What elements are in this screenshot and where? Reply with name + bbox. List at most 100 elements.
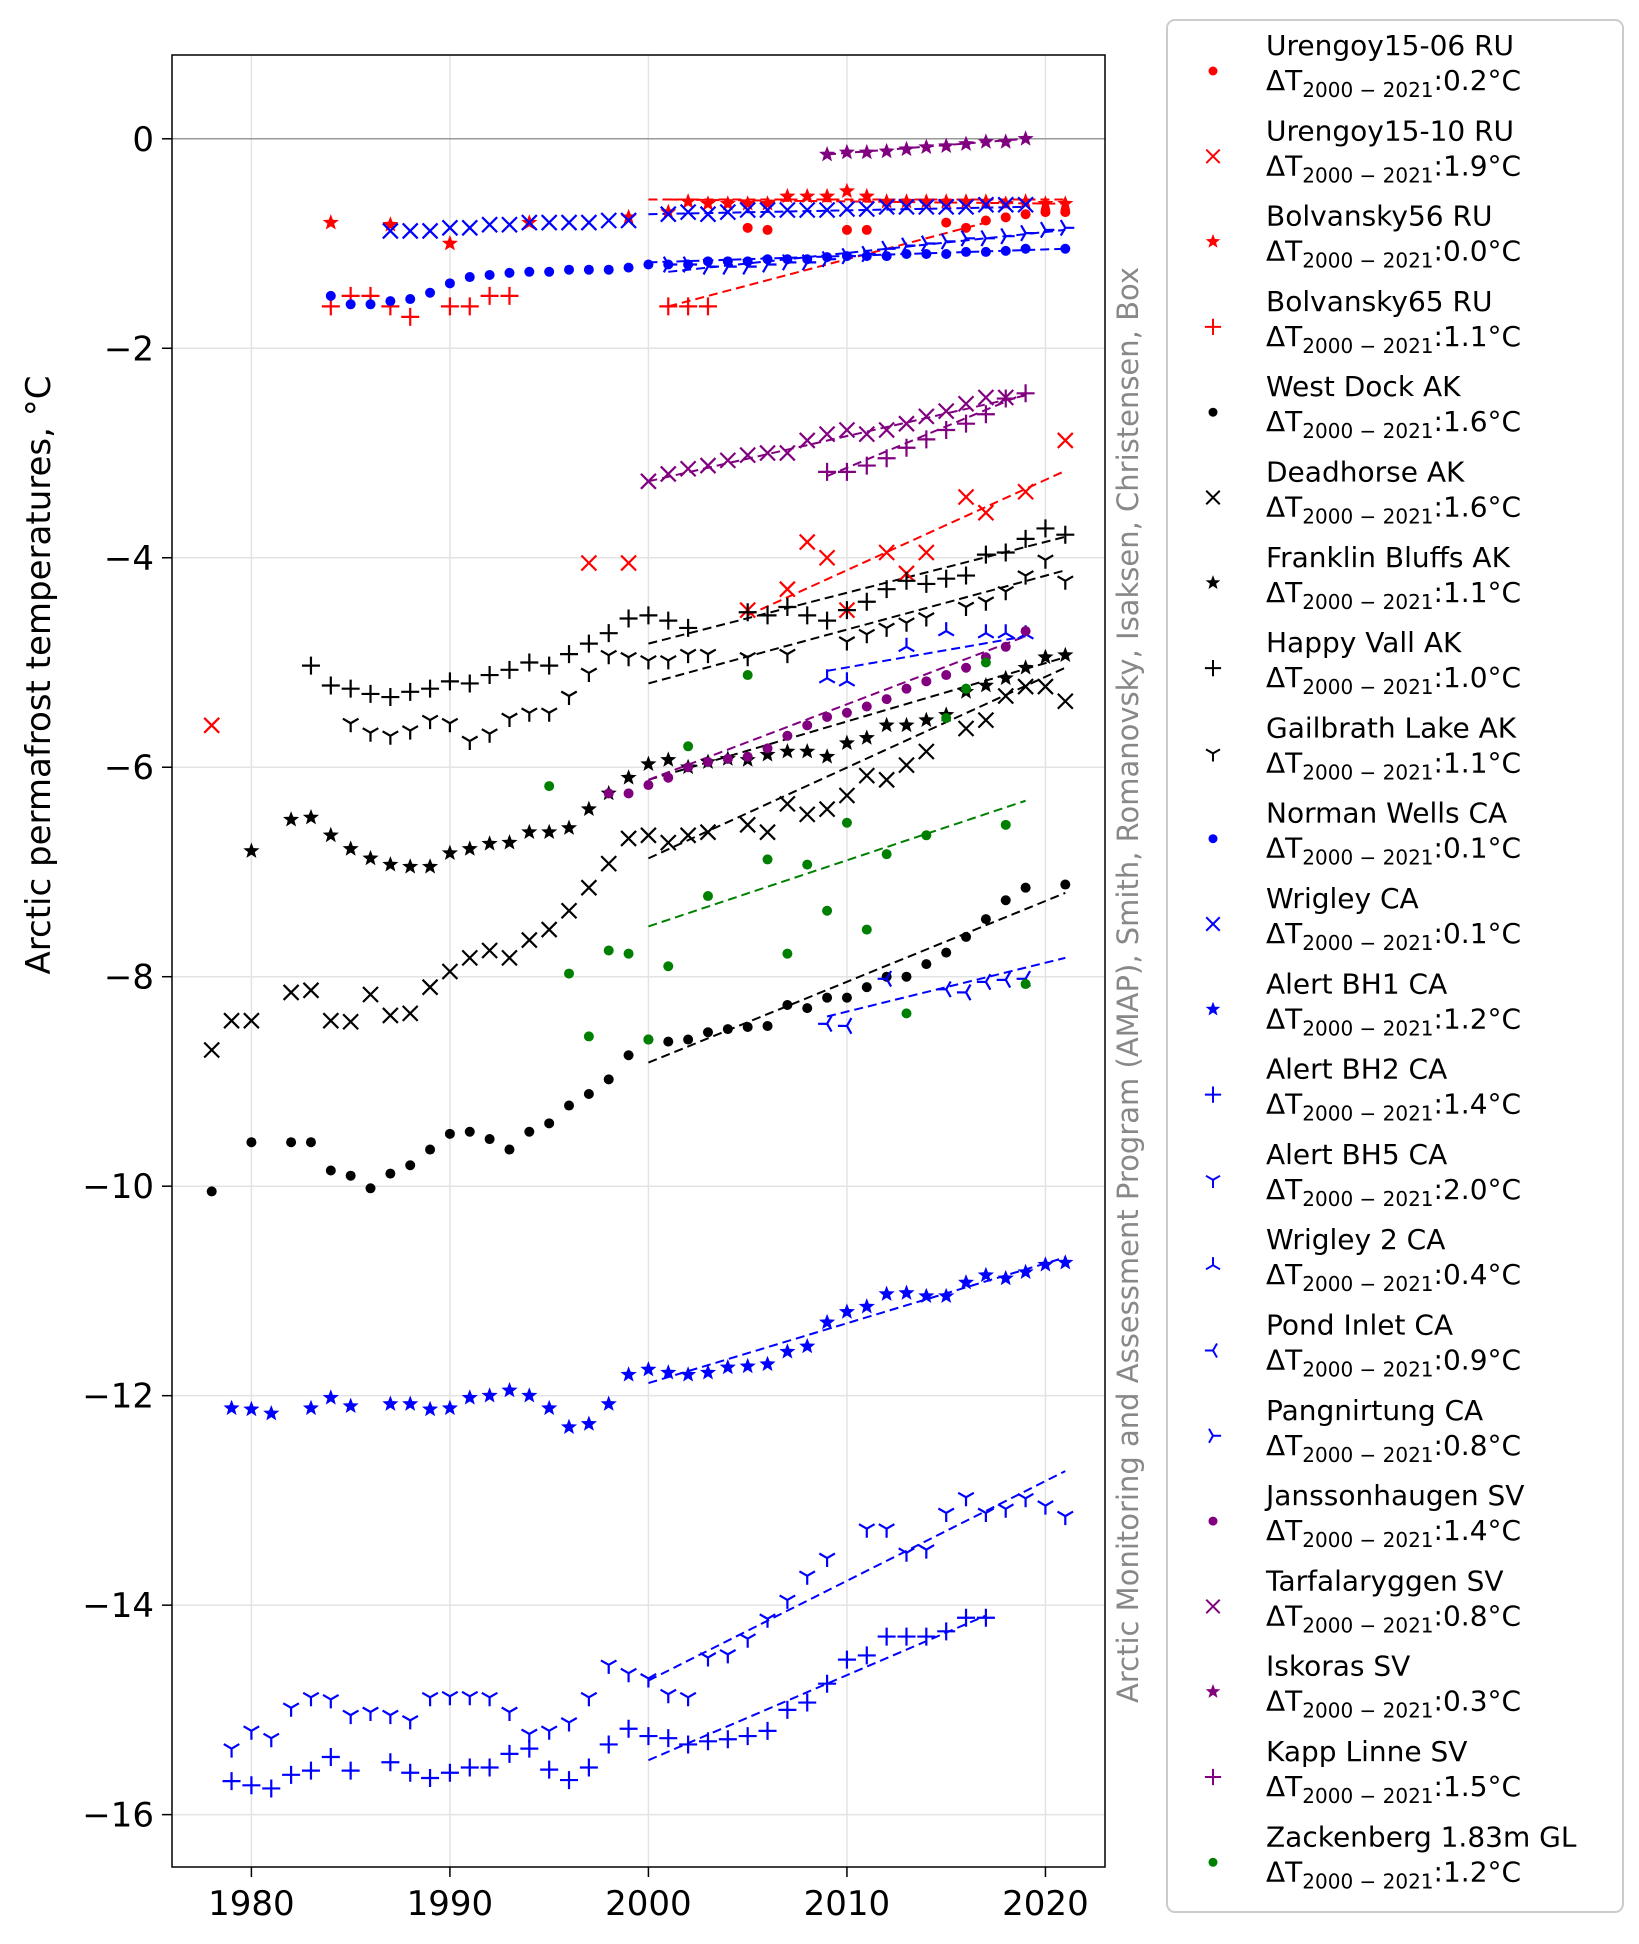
legend-delta: ΔT2000 − 2021:1.2°C [1266, 1855, 1521, 1893]
legend-series-name: Urengoy15-10 RU [1266, 114, 1514, 147]
data-point [980, 657, 991, 668]
data-point [560, 645, 579, 664]
data-point [977, 1507, 995, 1523]
y-tick-label: −2 [104, 329, 154, 369]
data-point [325, 1165, 336, 1176]
data-point [921, 249, 932, 260]
legend-marker [1205, 1598, 1221, 1614]
data-point [718, 1730, 737, 1749]
y-tick-label: −10 [82, 1167, 154, 1207]
data-point [838, 421, 856, 439]
data-point [758, 1721, 777, 1740]
data-point [719, 452, 737, 469]
legend-series-name: Wrigley CA [1266, 882, 1419, 915]
data-point [901, 971, 912, 982]
data-point [722, 1024, 733, 1035]
data-point [702, 1027, 713, 1038]
data-point [322, 1693, 340, 1709]
data-point [223, 1743, 240, 1758]
data-point [858, 628, 876, 644]
data-point [762, 854, 773, 865]
data-point [877, 580, 896, 599]
data-point [779, 187, 796, 204]
legend-series-name: Tarfalaryggen SV [1265, 1564, 1504, 1597]
data-point [623, 1050, 634, 1061]
data-point [1037, 678, 1054, 695]
data-point [719, 195, 736, 211]
data-point [679, 460, 697, 478]
data-point [464, 272, 475, 283]
data-point [421, 1768, 440, 1787]
data-point [921, 830, 932, 841]
data-point [401, 682, 420, 701]
legend-delta: ΔT2000 − 2021:1.4°C [1266, 1088, 1521, 1126]
data-point [302, 982, 320, 999]
legend-marker [1205, 1684, 1221, 1698]
data-point [659, 1729, 678, 1748]
x-tick-label: 2020 [1002, 1884, 1089, 1924]
data-point [798, 806, 816, 823]
legend-marker [1205, 916, 1221, 932]
data-point [401, 222, 419, 240]
trend-line-21 [648, 799, 1026, 928]
data-point [484, 269, 495, 280]
data-point [837, 1017, 853, 1035]
legend-delta: ΔT2000 − 2021:0.8°C [1266, 1429, 1521, 1467]
trend-line-11 [648, 1256, 1066, 1385]
data-point [782, 999, 793, 1010]
data-point [345, 1170, 356, 1181]
series-10 [382, 196, 1034, 240]
data-point [742, 222, 753, 233]
data-point [401, 1714, 419, 1730]
data-point [560, 214, 578, 231]
data-point [481, 1691, 498, 1707]
data-point [322, 1389, 339, 1405]
data-point [620, 1366, 637, 1382]
legend-series-name: Bolvansky56 RU [1266, 200, 1492, 233]
data-point [1057, 1254, 1074, 1270]
data-point [405, 1160, 416, 1171]
data-point [206, 1186, 217, 1197]
data-point [838, 143, 855, 160]
data-point [382, 1709, 399, 1725]
data-point [580, 800, 597, 816]
data-point [223, 1012, 240, 1029]
data-point [901, 1008, 912, 1019]
trend-lines [647, 137, 1066, 1762]
data-point [203, 1041, 220, 1059]
data-point [719, 203, 737, 221]
data-point [861, 982, 872, 993]
data-point [520, 1728, 538, 1744]
data-point [504, 1144, 515, 1155]
data-point [699, 457, 717, 474]
data-point [461, 840, 478, 856]
legend-delta: ΔT2000 − 2021:1.9°C [1266, 149, 1521, 187]
data-point [243, 1012, 260, 1029]
data-point [321, 1748, 340, 1767]
data-point [698, 297, 717, 316]
trend-line-20 [826, 392, 1026, 477]
credit-text: Arctic Monitoring and Assessment Program… [1111, 267, 1145, 1703]
data-point [460, 297, 479, 316]
data-point [739, 446, 756, 464]
legend-marker [1205, 1257, 1221, 1271]
data-point [385, 1168, 396, 1179]
data-point [421, 679, 440, 698]
trend-line-8 [648, 569, 1066, 685]
data-point [819, 146, 836, 162]
data-point [739, 816, 756, 834]
data-point [679, 1735, 698, 1754]
data-point [997, 1269, 1014, 1286]
data-point [977, 711, 995, 729]
data-point [540, 214, 558, 231]
data-point [961, 246, 972, 257]
data-point [778, 1700, 797, 1719]
series-21 [544, 657, 1031, 1045]
data-point [838, 636, 856, 651]
